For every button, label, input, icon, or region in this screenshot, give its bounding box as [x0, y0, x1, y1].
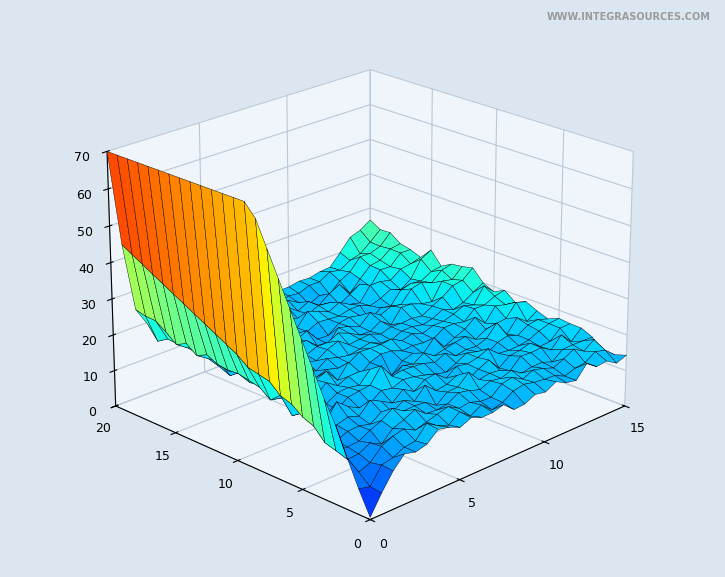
Text: WWW.INTEGRASOURCES.COM: WWW.INTEGRASOURCES.COM [547, 12, 710, 21]
